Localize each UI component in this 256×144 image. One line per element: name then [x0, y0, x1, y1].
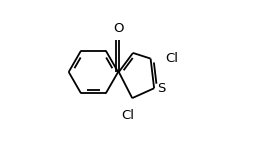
- Text: Cl: Cl: [165, 52, 178, 65]
- Text: S: S: [157, 82, 166, 95]
- Text: O: O: [114, 22, 124, 35]
- Text: Cl: Cl: [121, 109, 134, 122]
